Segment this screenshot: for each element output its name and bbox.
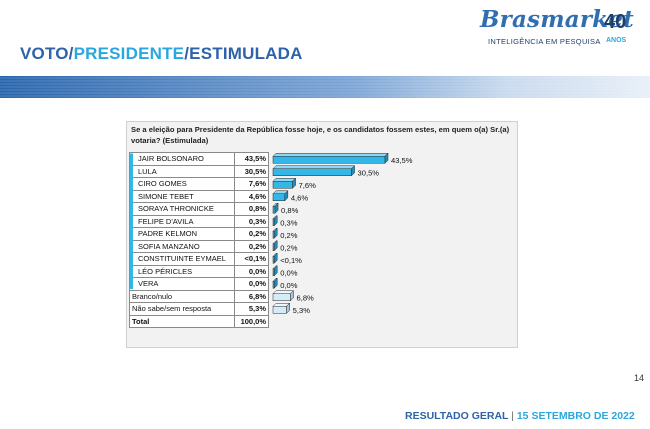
row-label: Branco/nulo	[129, 289, 235, 303]
table-row: LÉO PÉRICLES 0,0%	[129, 264, 269, 278]
bar-12	[272, 302, 291, 314]
bar-0	[272, 152, 389, 164]
row-value: 0,3%	[234, 214, 269, 228]
table-row: SOFIA MANZANO 0,2%	[129, 239, 269, 253]
bar-label-9: 0,0%	[280, 268, 298, 277]
bar-3	[272, 190, 289, 202]
bar-label-12: 5,3%	[293, 306, 311, 315]
title-part-voto: VOTO/	[20, 44, 74, 63]
table-row: FELIPE D'AVILA 0,3%	[129, 214, 269, 228]
row-value: 43,5%	[234, 152, 269, 166]
bar-7	[272, 240, 278, 252]
footer: RESULTADO GERAL | 15 SETEMBRO DE 2022	[405, 410, 635, 422]
row-value: <0,1%	[234, 252, 269, 266]
bar-label-8: <0,1%	[280, 256, 302, 265]
results-table: JAIR BOLSONARO 43,5% LULA 30,5% CIRO GOMES 7,…	[129, 152, 269, 328]
row-label: FELIPE D'AVILA	[129, 214, 235, 228]
bar-label-4: 0,8%	[281, 206, 299, 215]
bar-10	[272, 277, 278, 289]
logo-tagline: INTELIGÊNCIA EM PESQUISA	[488, 37, 601, 46]
bar-label-0: 43,5%	[391, 156, 413, 165]
total-row: Total 100,0%	[129, 314, 269, 328]
bar-label-1: 30,5%	[358, 168, 380, 177]
bar-label-3: 4,6%	[291, 193, 309, 202]
page-number: 14	[634, 373, 645, 383]
row-label: SOFIA MANZANO	[129, 239, 235, 253]
logo-name: Brasmarket	[480, 6, 634, 33]
bar-8	[272, 252, 278, 264]
table-row: SIMONE TEBET 4,6%	[129, 189, 269, 203]
table-row: CONSTITUINTE EYMAEL <0,1%	[129, 252, 269, 266]
row-value: 0,0%	[234, 264, 269, 278]
page-title: VOTO/PRESIDENTE/ESTIMULADA	[20, 44, 303, 64]
bar-label-11: 6,8%	[297, 293, 315, 302]
table-row: Não sabe/sem resposta 5,3%	[129, 302, 269, 316]
row-value: 0,8%	[234, 202, 269, 216]
bar-label-6: 0,2%	[280, 231, 298, 240]
footer-label: RESULTADO GERAL	[405, 410, 509, 422]
row-label: Não sabe/sem resposta	[129, 302, 235, 316]
table-row: SORAYA THRONICKE 0,8%	[129, 202, 269, 216]
title-part-presidente: PRESIDENTE	[73, 44, 185, 63]
logo-anos: ANOS	[606, 37, 627, 44]
bar-11	[272, 290, 295, 302]
bar-1	[272, 165, 356, 177]
table-row: Branco/nulo 6,8%	[129, 289, 269, 303]
row-label: SORAYA THRONICKE	[129, 202, 235, 216]
row-value: 30,5%	[234, 164, 269, 178]
bar-label-7: 0,2%	[280, 243, 298, 252]
bar-9	[272, 265, 278, 277]
row-value: 0,2%	[234, 239, 269, 253]
bar-6	[272, 227, 278, 239]
table-row: CIRO GOMES 7,6%	[129, 177, 269, 191]
table-row: JAIR BOLSONARO 43,5%	[129, 152, 269, 166]
bar-label-2: 7,6%	[299, 181, 317, 190]
row-label: LÉO PÉRICLES	[129, 264, 235, 278]
bar-label-5: 0,3%	[280, 218, 298, 227]
candidate-accent-stripe	[130, 153, 133, 289]
brasmarket-logo: Brasmarket 40 INTELIGÊNCIA EM PESQUISA A…	[476, 6, 636, 50]
bar-4	[272, 202, 279, 214]
footer-separator: |	[511, 410, 514, 422]
row-label: SIMONE TEBET	[129, 189, 235, 203]
bar-2	[272, 177, 297, 189]
title-part-estimulada: /ESTIMULADA	[184, 44, 303, 63]
bar-5	[272, 215, 278, 227]
total-label: Total	[129, 314, 235, 328]
row-value: 6,8%	[234, 289, 269, 303]
table-row: PADRE KELMON 0,2%	[129, 227, 269, 241]
footer-date: 15 SETEMBRO DE 2022	[516, 410, 635, 422]
total-value: 100,0%	[234, 314, 269, 328]
row-value: 0,2%	[234, 227, 269, 241]
header-band	[0, 76, 650, 98]
row-value: 7,6%	[234, 177, 269, 191]
logo-40: 40	[604, 11, 627, 33]
bar-label-10: 0,0%	[280, 281, 298, 290]
row-value: 4,6%	[234, 189, 269, 203]
survey-question: Se a eleição para Presidente da Repúblic…	[131, 125, 510, 145]
